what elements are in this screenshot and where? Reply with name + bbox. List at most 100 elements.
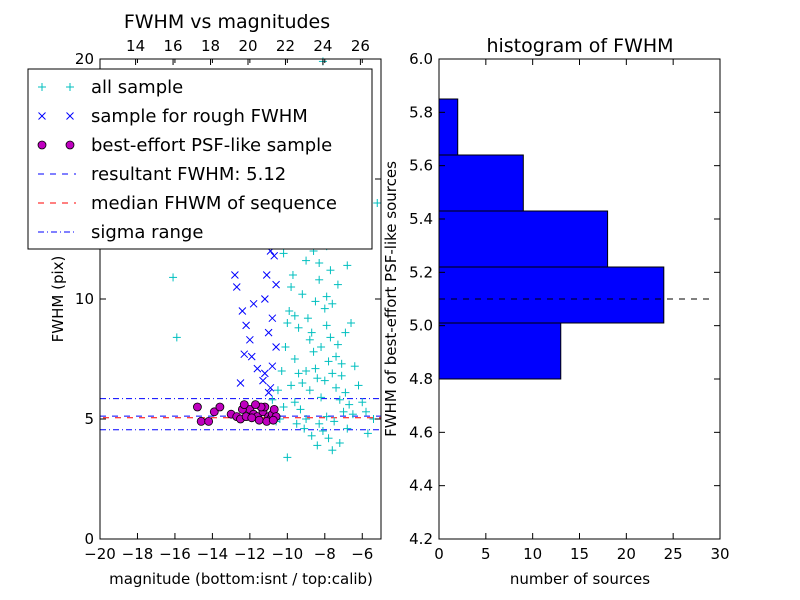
histogram-bar: [438, 98, 459, 156]
all-sample-point: [324, 357, 333, 366]
rough-sample-point: [253, 364, 262, 373]
psf-sample-point: [215, 402, 225, 412]
all-sample-point: [335, 395, 344, 404]
all-sample-point: [317, 343, 326, 351]
legend-label: median FHWM of sequence: [91, 193, 337, 214]
all-sample-point: [302, 256, 311, 265]
all-sample-point: [300, 424, 309, 433]
all-sample-point: [311, 297, 320, 306]
legend-entry: resultant FWHM: 5.12: [38, 164, 286, 185]
histogram-axes-frame: [438, 58, 721, 540]
psf-sample-point: [251, 400, 260, 410]
all-sample-point: [330, 417, 339, 426]
histogram-xlabel: number of sources: [510, 570, 650, 588]
histogram-ytick-label: 5.6: [409, 157, 433, 175]
all-sample-point: [305, 335, 314, 344]
rough-sample-point: [270, 251, 279, 260]
all-sample-point: [335, 439, 344, 447]
all-sample-point: [332, 383, 341, 392]
rough-sample-point: [232, 283, 241, 291]
histogram-xtick-label: 25: [664, 545, 683, 563]
legend: all sample sample for rough FWHM best-effo…: [27, 68, 373, 250]
histogram-ytick-label: 4.4: [409, 477, 433, 495]
all-sample-point: [169, 273, 178, 282]
histogram-ylabel: FWHM of best-effort PSF-like sources: [382, 161, 400, 437]
all-sample-point: [326, 266, 335, 275]
scatter-top-xtick-label: 14: [126, 37, 145, 55]
all-sample-point: [322, 321, 331, 330]
all-sample-point: [343, 424, 352, 433]
histogram-xtick-label: 10: [523, 545, 542, 563]
rough-sample-point: [240, 350, 249, 359]
scatter-ylabel: FWHM (pix): [49, 256, 67, 343]
histogram-ytick-label: 5.4: [409, 210, 433, 228]
all-sample-point: [341, 328, 350, 337]
all-sample-point: [298, 290, 307, 299]
histogram-xtick-label: 15: [570, 545, 589, 563]
all-sample-point: [343, 261, 352, 270]
histogram-bars: [438, 98, 711, 380]
all-sample-point: [328, 299, 337, 308]
rough-sample-point: [264, 328, 273, 337]
all-sample-point: [313, 374, 322, 383]
all-sample-point: [337, 359, 346, 368]
scatter-xtick-label: −20: [84, 545, 116, 563]
scatter-axes-frame: [99, 58, 382, 540]
scatter-top-xtick-label: 20: [238, 37, 257, 55]
all-sample-point: [362, 407, 371, 416]
scatter-ytick-label: 5: [84, 410, 94, 428]
scatter-ytick-label: 0: [84, 530, 94, 548]
all-sample-point: [313, 441, 322, 450]
all-sample-point: [307, 328, 316, 337]
histogram-bar: [438, 154, 524, 212]
scatter-xtick-label: −12: [234, 545, 266, 563]
scatter-top-xtick-label: 24: [313, 37, 332, 55]
all-sample-point: [268, 395, 277, 404]
all-sample-point: [333, 280, 342, 289]
all-sample-point: [288, 271, 297, 279]
rough-sample-point: [266, 383, 275, 392]
legend-marker: [38, 112, 46, 120]
all-sample-point: [348, 410, 357, 419]
all-sample-point: [320, 304, 329, 313]
all-sample-point: [283, 453, 292, 462]
all-sample-point: [277, 367, 286, 375]
histogram-ytick-label: 4.8: [409, 370, 433, 388]
histogram-title: histogram of FWHM: [486, 35, 673, 57]
psf-sample-point: [204, 416, 214, 426]
legend-entry: sample for rough FWHM: [38, 106, 308, 127]
rough-sample-point: [262, 271, 271, 279]
histogram-xtick-label: 0: [434, 545, 444, 563]
psf-sample-point: [247, 413, 257, 423]
all-sample-point: [283, 319, 292, 327]
histogram-panel: histogram of FWHM number of sources FWHM…: [382, 35, 730, 588]
all-sample-point: [339, 407, 348, 416]
all-sample-point: [317, 393, 326, 402]
legend-label: best-effort PSF-like sample: [91, 135, 332, 156]
all-sample-point: [290, 355, 299, 363]
all-sample-point: [298, 379, 307, 387]
all-sample-point: [287, 381, 296, 390]
legend-entry: sigma range: [38, 222, 203, 243]
rough-sample-point: [268, 362, 277, 371]
legend-marker: [65, 140, 75, 150]
scatter-xtick-label: −18: [122, 545, 154, 563]
psf-sample-point: [268, 415, 278, 425]
all-sample-point: [290, 311, 299, 320]
legend-box: [27, 68, 373, 250]
all-sample-point: [311, 364, 320, 373]
scatter-panel: FWHM vs magnitudes magnitude (bottom:isn…: [27, 11, 382, 588]
all-sample-point: [309, 347, 318, 356]
all-sample-point: [279, 403, 288, 411]
all-sample-point: [318, 427, 327, 435]
all-sample-point: [326, 333, 335, 342]
all-sample-point: [285, 307, 294, 315]
histogram-bar: [438, 210, 609, 268]
all-sample-point: [315, 419, 324, 428]
scatter-xtick-label: −8: [314, 545, 336, 563]
histogram-xtick-label: 20: [617, 545, 636, 563]
all-sample-point: [328, 369, 337, 378]
rough-sample-point: [249, 299, 258, 308]
scatter-title: FWHM vs magnitudes: [124, 11, 330, 33]
